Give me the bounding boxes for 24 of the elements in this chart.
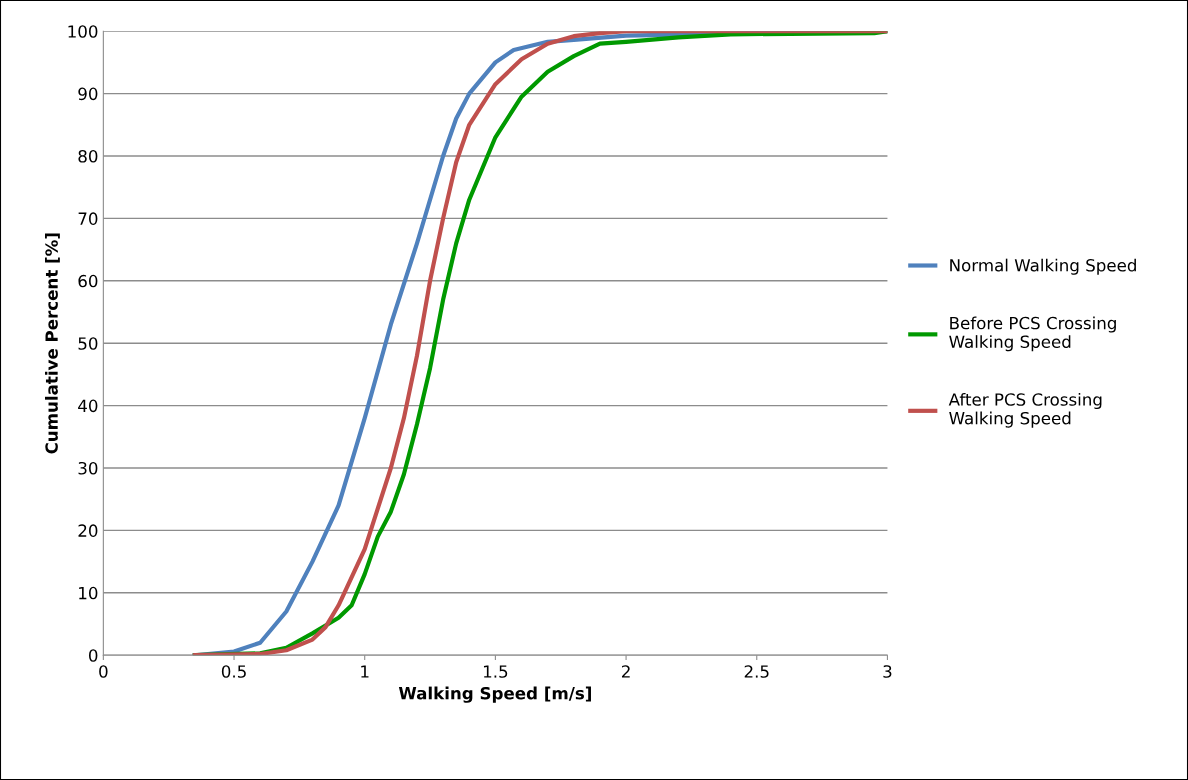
y-tick-label: 100 (68, 25, 98, 38)
y-tick-label: 70 (78, 212, 98, 225)
y-tick-label: 90 (78, 87, 98, 101)
x-axis-title: Walking Speed [m/s] (398, 686, 591, 703)
y-tick-label: 80 (78, 149, 98, 163)
y-tick-label: 0 (88, 649, 98, 662)
x-tick-label: 0 (99, 665, 108, 678)
y-tick-label: 20 (78, 524, 98, 537)
x-tick-label: 2 (622, 665, 630, 678)
y-tick-label: 60 (78, 274, 98, 288)
legend-label: After PCS Crossing Walking Speed (948, 392, 1102, 428)
legend-label: Normal Walking Speed (950, 258, 1136, 275)
y-tick-label: 10 (79, 586, 98, 600)
legend-label: Before PCS Crossing Walking Speed (949, 316, 1116, 352)
line-series (192, 31, 888, 656)
y-tick-label: 30 (78, 461, 98, 475)
y-tick-label: 50 (78, 337, 98, 350)
y-axis-title: Cumulative Percent [%] (45, 233, 60, 454)
y-tick-label: 40 (78, 399, 98, 413)
x-tick-label: 1 (361, 665, 369, 678)
x-tick-label: 1.5 (483, 665, 508, 678)
x-tick-label: 0.5 (221, 665, 246, 678)
x-tick-label: 3 (883, 665, 892, 678)
x-tick-label: 2.5 (744, 665, 769, 678)
